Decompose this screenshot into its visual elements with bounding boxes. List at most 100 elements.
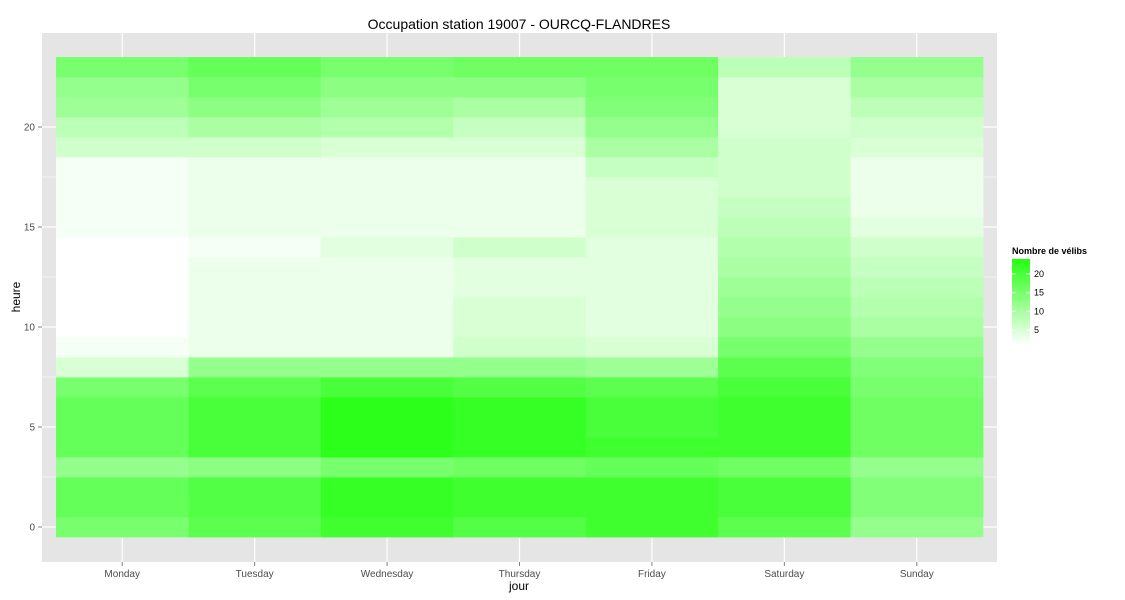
heatmap-cell	[718, 377, 851, 398]
y-axis-title: heure	[9, 281, 23, 312]
heatmap-cell	[188, 477, 322, 498]
heatmap-cell	[188, 217, 322, 238]
legend-ticks: 5 10 15 20	[1012, 269, 1044, 335]
heatmap-cell	[585, 177, 719, 198]
heatmap-cell	[850, 417, 984, 438]
heatmap-cell	[718, 177, 851, 198]
heatmap-cell	[585, 137, 719, 158]
heatmap-cell	[188, 77, 322, 98]
heatmap-cell	[718, 77, 851, 98]
heatmap-cells	[56, 57, 984, 538]
heatmap-cell	[453, 277, 587, 298]
heatmap-cell	[453, 437, 587, 458]
heatmap-cell	[320, 357, 454, 378]
heatmap-cell	[718, 477, 851, 498]
heatmap-cell	[718, 397, 851, 418]
heatmap-cell	[850, 317, 984, 338]
heatmap-cell	[453, 117, 587, 138]
heatmap-cell	[585, 157, 719, 178]
heatmap-cell	[188, 137, 322, 158]
heatmap-cell	[850, 137, 984, 158]
heatmap-cell	[320, 77, 454, 98]
heatmap-cell	[718, 437, 851, 458]
heatmap-cell	[585, 457, 719, 478]
x-axis: Monday Tuesday Wednesday Thursday Friday Satu…	[104, 562, 934, 580]
heatmap-cell	[718, 117, 851, 138]
heatmap-cell	[453, 397, 587, 418]
heatmap-cell	[56, 117, 189, 138]
heatmap-cell	[56, 317, 189, 338]
heatmap-cell	[718, 277, 851, 298]
heatmap-cell	[320, 337, 454, 358]
heatmap-cell	[585, 357, 719, 378]
heatmap-cell	[718, 97, 851, 118]
heatmap-cell	[718, 457, 851, 478]
heatmap-cell	[718, 237, 851, 258]
x-tick-label: Tuesday	[236, 569, 274, 580]
heatmap-cell	[453, 357, 587, 378]
heatmap-cell	[320, 257, 454, 278]
heatmap-cell	[585, 57, 719, 78]
heatmap-cell	[850, 297, 984, 318]
heatmap-cell	[718, 337, 851, 358]
heatmap-cell	[188, 257, 322, 278]
x-tick-label: Monday	[104, 569, 140, 580]
heatmap-cell	[453, 377, 587, 398]
heatmap-cell	[56, 77, 189, 98]
heatmap-cell	[585, 217, 719, 238]
heatmap-cell	[320, 497, 454, 518]
heatmap-cell	[188, 177, 322, 198]
heatmap-cell	[56, 497, 189, 518]
heatmap-cell	[320, 477, 454, 498]
legend-tick-label: 10	[1034, 306, 1044, 316]
heatmap-cell	[56, 217, 189, 238]
heatmap-cell	[56, 517, 189, 538]
heatmap-cell	[56, 197, 189, 218]
heatmap-cell	[188, 517, 322, 538]
heatmap-cell	[585, 317, 719, 338]
x-tick-label: Thursday	[499, 569, 541, 580]
legend-tick-label: 20	[1034, 269, 1044, 279]
heatmap-cell	[585, 77, 719, 98]
heatmap-cell	[585, 517, 719, 538]
heatmap-cell	[188, 337, 322, 358]
heatmap-cell	[320, 117, 454, 138]
legend-colorbar	[1012, 259, 1030, 345]
x-tick-label: Sunday	[900, 569, 934, 580]
heatmap-cell	[453, 417, 587, 438]
heatmap-cell	[850, 337, 984, 358]
heatmap-cell	[718, 137, 851, 158]
heatmap-cell	[585, 237, 719, 258]
heatmap-cell	[850, 57, 984, 78]
y-tick-label: 10	[24, 323, 36, 334]
heatmap-cell	[56, 397, 189, 418]
heatmap-cell	[585, 397, 719, 418]
x-tick-label: Saturday	[764, 569, 804, 580]
heatmap-cell	[850, 117, 984, 138]
heatmap-cell	[188, 357, 322, 378]
heatmap-cell	[56, 277, 189, 298]
heatmap-cell	[188, 317, 322, 338]
heatmap-cell	[453, 497, 587, 518]
heatmap-cell	[453, 317, 587, 338]
heatmap-cell	[320, 177, 454, 198]
heatmap-cell	[718, 357, 851, 378]
heatmap-cell	[850, 497, 984, 518]
heatmap-cell	[188, 497, 322, 518]
heatmap-cell	[453, 457, 587, 478]
heatmap-cell	[453, 517, 587, 538]
heatmap-cell	[850, 97, 984, 118]
y-axis: 0 5 10 15 20	[24, 123, 42, 534]
heatmap-cell	[850, 197, 984, 218]
heatmap-cell	[56, 437, 189, 458]
heatmap-cell	[188, 237, 322, 258]
heatmap-cell	[718, 257, 851, 278]
heatmap-cell	[188, 97, 322, 118]
heatmap-cell	[850, 277, 984, 298]
heatmap-cell	[56, 377, 189, 398]
heatmap-cell	[188, 197, 322, 218]
heatmap-cell	[56, 237, 189, 258]
x-axis-title: jour	[508, 579, 529, 593]
heatmap-cell	[320, 517, 454, 538]
